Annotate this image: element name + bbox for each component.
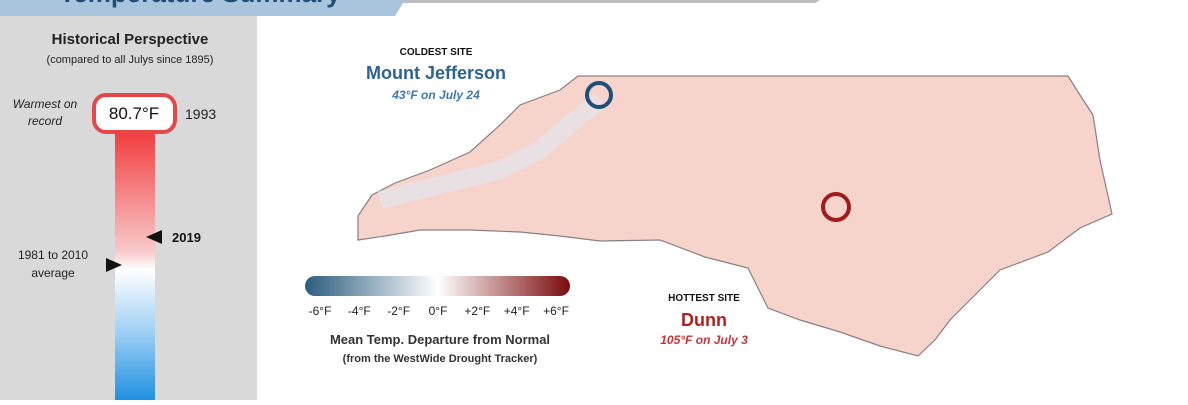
record-label: Warmest on record [12, 97, 78, 128]
coldest-marker [585, 81, 613, 109]
record-year: 1993 [185, 106, 216, 122]
mountain-region [377, 92, 606, 209]
legend-tick-label: +2°F [464, 304, 490, 318]
thermometer [115, 128, 155, 400]
hottest-marker [821, 192, 851, 222]
legend-bar [305, 276, 570, 296]
header-title: Temperature Summary [59, 0, 341, 8]
perspective-title: Historical Perspective [52, 31, 209, 48]
current-year: 2019 [172, 230, 201, 245]
legend-title: Mean Temp. Departure from Normal [330, 332, 550, 347]
record-value: 80.7°F [109, 104, 159, 123]
current-marker [146, 230, 162, 244]
legend-tick-label: 0°F [429, 304, 448, 318]
header-bar [0, 0, 405, 16]
coldest-heading: COLDEST SITE [400, 47, 473, 58]
average-label-box: 1981 to 2010 average [17, 248, 89, 280]
legend-tick-label: -4°F [348, 304, 371, 318]
perspective-subtitle: (compared to all Julys since 1895) [47, 54, 214, 66]
hottest-heading: HOTTEST SITE [668, 293, 740, 304]
legend-tick-label: +6°F [543, 304, 569, 318]
hottest-name: Dunn [681, 310, 727, 330]
legend-tick-label: -2°F [387, 304, 410, 318]
average-label: 1981 to 2010 average [17, 248, 89, 280]
average-marker [106, 258, 122, 272]
legend-subtitle: (from the WestWide Drought Tracker) [343, 353, 538, 365]
coldest-name: Mount Jefferson [366, 63, 506, 83]
legend-tick-label: +4°F [504, 304, 530, 318]
hottest-detail: 105°F on July 3 [660, 333, 748, 347]
record-box [92, 93, 177, 134]
legend-tick-label: -6°F [309, 304, 332, 318]
coldest-detail: 43°F on July 24 [391, 88, 480, 102]
record-label-box: Warmest on record [12, 97, 78, 128]
legend-ticks: -6°F -4°F -2°F 0°F +2°F +4°F +6°F [309, 304, 569, 318]
